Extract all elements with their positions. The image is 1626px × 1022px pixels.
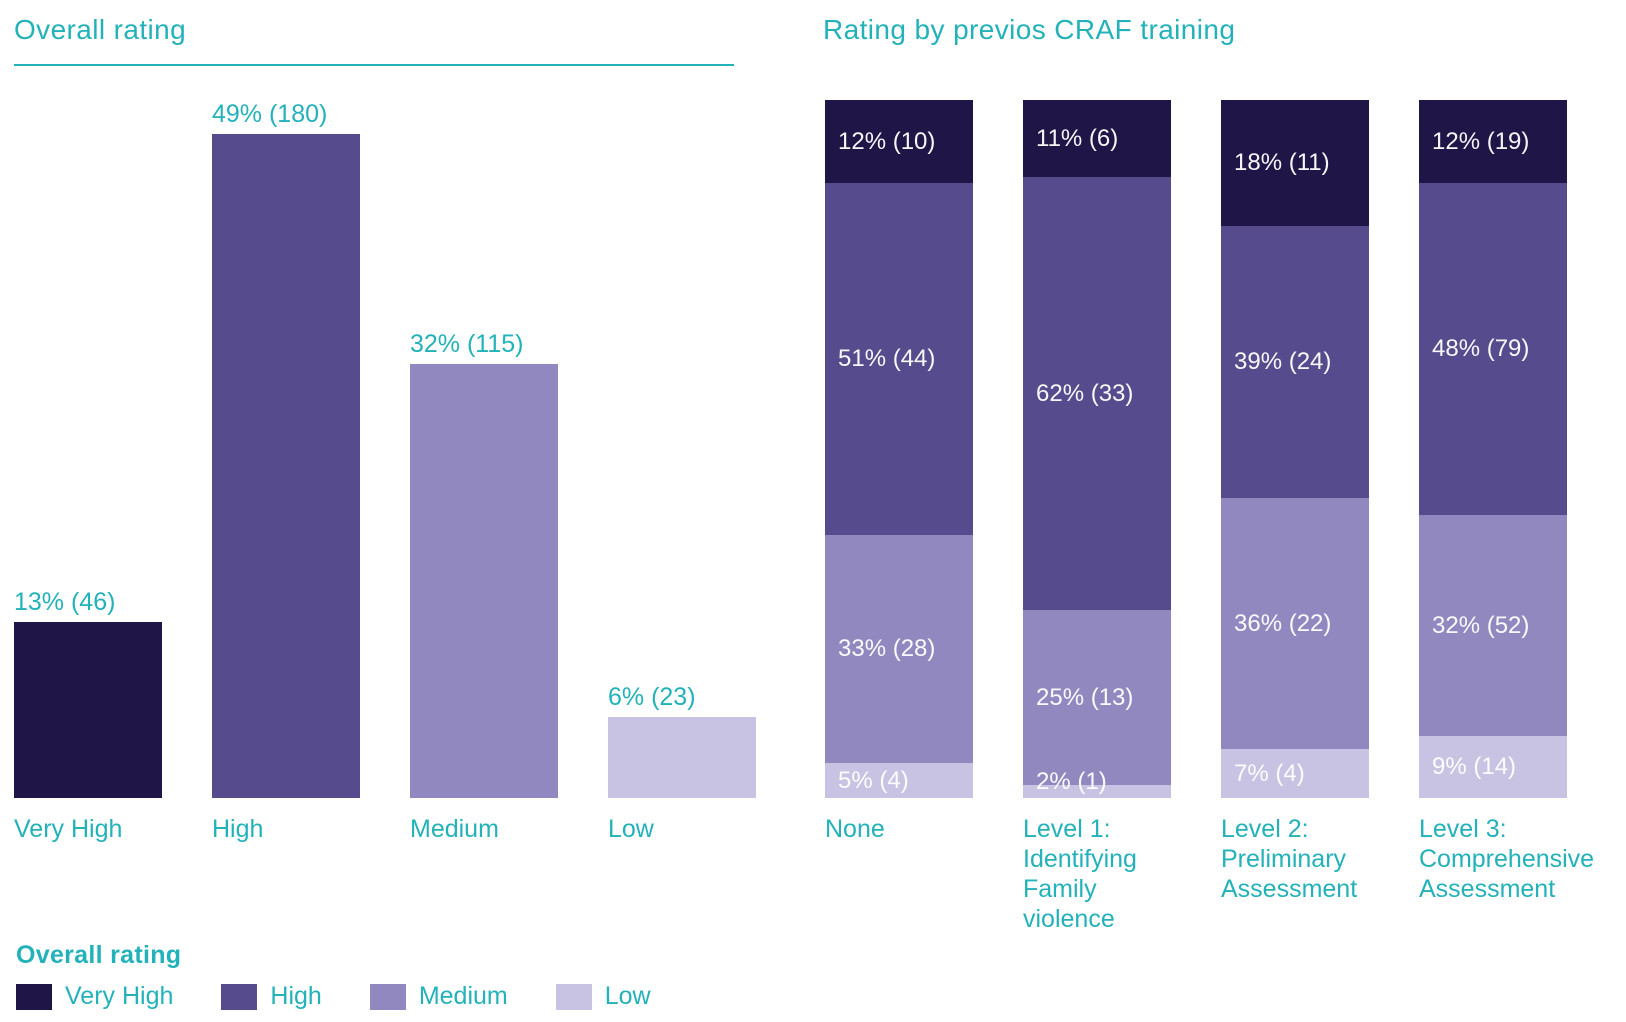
- stacked-bar-level-2-preliminary-assessment: 18% (11) 39% (24) 36% (22) 7% (4): [1221, 100, 1369, 798]
- segment-value-label: 12% (10): [838, 127, 936, 155]
- category-label-low: Low: [608, 815, 654, 843]
- legend-swatch-low: [555, 983, 592, 1010]
- bar-value-label: 13% (46): [14, 588, 116, 616]
- segment-value-label: 36% (22): [1234, 609, 1332, 637]
- legend-swatch-very-high: [16, 983, 52, 1010]
- bar-very-high: [14, 622, 162, 798]
- bar-value-label: 49% (180): [212, 100, 328, 128]
- segment-value-label: 39% (24): [1234, 348, 1332, 376]
- legend-title: Overall rating: [16, 941, 182, 969]
- segment-value-label: 51% (44): [838, 345, 936, 373]
- segment-very-high: 12% (10): [825, 100, 973, 183]
- title-underline: [14, 64, 734, 66]
- category-label-high: High: [212, 815, 264, 843]
- legend-items: Very High High Medium Low: [16, 982, 651, 1011]
- segment-medium: 25% (13): [1023, 610, 1171, 785]
- craf-training-plot-area: 12% (10) 51% (44) 33% (28) 5% (4) 11% (6) 62%…: [825, 100, 1617, 798]
- segment-very-high: 12% (19): [1419, 100, 1567, 183]
- segment-value-label: 5% (4): [838, 766, 909, 794]
- segment-value-label: 48% (79): [1432, 335, 1530, 363]
- segment-high: 48% (79): [1419, 183, 1567, 515]
- segment-medium: 32% (52): [1419, 515, 1567, 736]
- legend-swatch-high: [221, 983, 258, 1010]
- segment-low: 9% (14): [1419, 736, 1567, 798]
- segment-very-high: 11% (6): [1023, 100, 1171, 177]
- legend-item-label: High: [270, 982, 322, 1010]
- legend-item-label: Medium: [418, 982, 508, 1010]
- segment-value-label: 11% (6): [1036, 124, 1119, 152]
- stacked-bar-level-3-comprehensive-assessment: 12% (19) 48% (79) 32% (52) 9% (14): [1419, 100, 1567, 798]
- overall-rating-plot-area: 13% (46) 49% (180) 32% (115) 6% (23): [14, 100, 756, 798]
- category-label-none: None: [825, 815, 885, 843]
- overall-rating-category-axis: Very High High Medium Low: [14, 814, 756, 954]
- segment-medium: 33% (28): [825, 535, 973, 763]
- legend-item-label: Low: [604, 982, 651, 1010]
- legend-item-high: High: [221, 982, 322, 1011]
- stacked-bar-none: 12% (10) 51% (44) 33% (28) 5% (4): [825, 100, 973, 798]
- stacked-bar-level-1-identifying-family-violence: 11% (6) 62% (33) 25% (13) 2% (1): [1023, 100, 1171, 798]
- category-label-level-1-identifying-family-violence: Level 1: Identifying Family violence: [1023, 815, 1137, 933]
- craf-training-category-axis: None Level 1: Identifying Family violence…: [825, 814, 1617, 954]
- segment-value-label: 9% (14): [1432, 753, 1517, 781]
- bar-high: [212, 134, 360, 798]
- segment-value-label: 2% (1): [1036, 768, 1107, 796]
- legend-swatch-medium: [369, 983, 406, 1010]
- segment-medium: 36% (22): [1221, 498, 1369, 749]
- legend-item-very-high: Very High: [16, 982, 173, 1011]
- segment-value-label: 33% (28): [838, 635, 936, 663]
- bar-low: [608, 717, 756, 798]
- category-label-medium: Medium: [410, 815, 499, 843]
- right-chart-title: Rating by previos CRAF training: [823, 14, 1236, 45]
- bar-medium: [410, 364, 558, 798]
- category-label-level-2-preliminary-assessment: Level 2: Preliminary Assessment: [1221, 815, 1358, 903]
- segment-value-label: 62% (33): [1036, 379, 1134, 407]
- bar-value-label: 32% (115): [410, 330, 524, 358]
- segment-high: 62% (33): [1023, 177, 1171, 610]
- segment-very-high: 18% (11): [1221, 100, 1369, 226]
- bar-value-label: 6% (23): [608, 683, 696, 711]
- segment-low: 5% (4): [825, 763, 973, 798]
- segment-value-label: 32% (52): [1432, 611, 1530, 639]
- legend-item-medium: Medium: [369, 982, 508, 1011]
- segment-value-label: 25% (13): [1036, 683, 1134, 711]
- category-label-level-3-comprehensive-assessment: Level 3: Comprehensive Assessment: [1419, 815, 1595, 903]
- legend-item-low: Low: [555, 982, 651, 1011]
- segment-high: 39% (24): [1221, 226, 1369, 498]
- left-chart-title: Overall rating: [14, 14, 187, 45]
- segment-value-label: 7% (4): [1234, 759, 1305, 787]
- segment-value-label: 18% (11): [1234, 149, 1330, 177]
- legend-item-label: Very High: [65, 982, 174, 1010]
- segment-high: 51% (44): [825, 183, 973, 535]
- segment-value-label: 12% (19): [1432, 127, 1530, 155]
- segment-low: 7% (4): [1221, 749, 1369, 798]
- category-label-very-high: Very High: [14, 815, 123, 843]
- segment-low: 2% (1): [1023, 768, 1171, 798]
